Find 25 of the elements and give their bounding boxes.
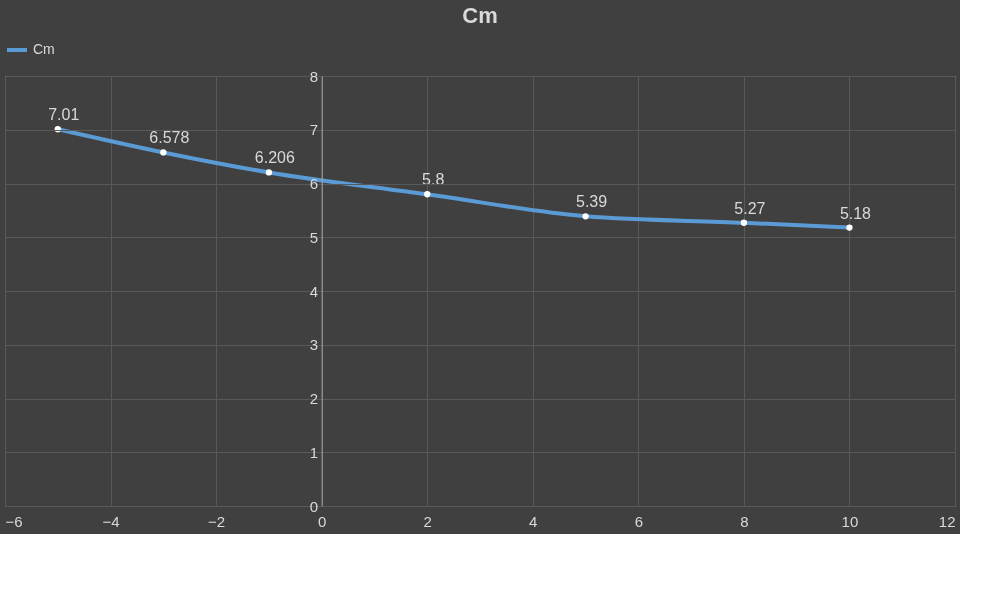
x-tick-label: 6 xyxy=(634,512,644,530)
legend-label: Cm xyxy=(33,41,55,57)
x-tick-label: −4 xyxy=(102,512,120,530)
x-tick-label: −2 xyxy=(208,512,226,530)
y-tick-label: 2 xyxy=(309,390,319,407)
x-tick-label: 8 xyxy=(740,512,749,530)
x-tick-label: 2 xyxy=(423,512,432,530)
y-tick-label: 5 xyxy=(309,228,319,246)
x-tick-label: 4 xyxy=(529,512,538,530)
y-tick-label: 8 xyxy=(309,67,319,85)
data-label: 5.18 xyxy=(839,204,872,222)
data-label: 5.39 xyxy=(575,193,608,211)
data-label: 5.27 xyxy=(734,199,766,217)
data-label: 6.206 xyxy=(254,149,296,167)
x-tick-label: −6 xyxy=(5,512,23,530)
y-tick-label: 1 xyxy=(309,443,319,461)
chart-title: Cm xyxy=(462,3,498,28)
data-label: 7.01 xyxy=(48,106,80,124)
y-tick-label: 7 xyxy=(309,121,319,139)
data-label: 6.578 xyxy=(149,129,190,147)
y-tick-label: 4 xyxy=(309,282,319,300)
y-tick-label: 0 xyxy=(309,497,319,515)
x-tick-label: 12 xyxy=(938,512,956,530)
y-tick-label: 3 xyxy=(309,336,319,354)
x-tick-label: 10 xyxy=(841,512,859,530)
